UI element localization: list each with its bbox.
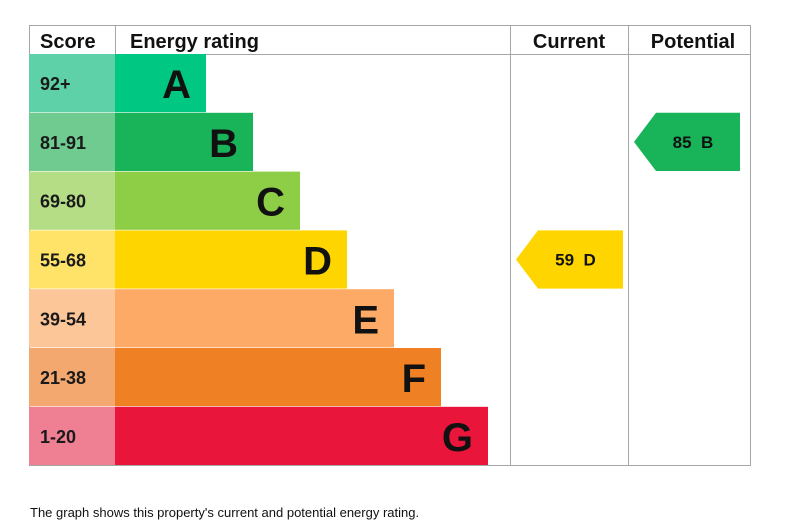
score-cell-f (29, 348, 115, 407)
band-letter-f: F (402, 357, 426, 401)
score-label-d: 55-68 (40, 251, 86, 271)
score-label-g: 1-20 (40, 427, 76, 447)
band-letter-e: E (352, 298, 379, 342)
score-header: Score (40, 31, 96, 53)
score-cell-g (29, 406, 115, 465)
band-letter-c: C (256, 181, 285, 225)
score-cell-e (29, 289, 115, 348)
band-bar-f (115, 348, 441, 407)
band-bar-e (115, 289, 394, 348)
band-letter-a: A (162, 63, 191, 107)
band-letter-d: D (303, 240, 332, 284)
current-rating-label: 59 D (555, 251, 596, 270)
score-label-e: 39-54 (40, 309, 86, 329)
potential-header: Potential (651, 31, 735, 53)
score-label-f: 21-38 (40, 368, 86, 388)
chart-caption: The graph shows this property's current … (30, 505, 420, 520)
score-cell-d (29, 230, 115, 289)
band-letter-g: G (442, 416, 473, 460)
score-cell-a (29, 54, 115, 113)
score-label-b: 81-91 (40, 133, 86, 153)
potential-rating-arrow (634, 112, 740, 171)
current-rating-indicator: 59 D (516, 230, 623, 289)
current-header: Current (533, 31, 606, 53)
rating-bands: 92+ A 81-91 B 69-80 C 55-68 D 39-54 E 21-38 F 1-20 G (29, 54, 488, 465)
potential-rating-label: 85 B (673, 133, 714, 152)
band-bar-g (115, 406, 488, 465)
current-rating-arrow (516, 230, 623, 289)
score-label-a: 92+ (40, 74, 71, 94)
score-cell-c (29, 171, 115, 230)
score-label-c: 69-80 (40, 192, 86, 212)
score-cell-b (29, 112, 115, 171)
band-bar-a (115, 54, 206, 113)
band-bar-d (115, 230, 347, 289)
epc-chart: Score Energy rating Current Potential 92… (29, 25, 751, 466)
band-letter-b: B (209, 122, 238, 166)
potential-rating-indicator: 85 B (634, 112, 740, 171)
band-bar-c (115, 171, 300, 230)
energy-rating-header: Energy rating (130, 31, 259, 53)
band-bar-b (115, 112, 253, 171)
